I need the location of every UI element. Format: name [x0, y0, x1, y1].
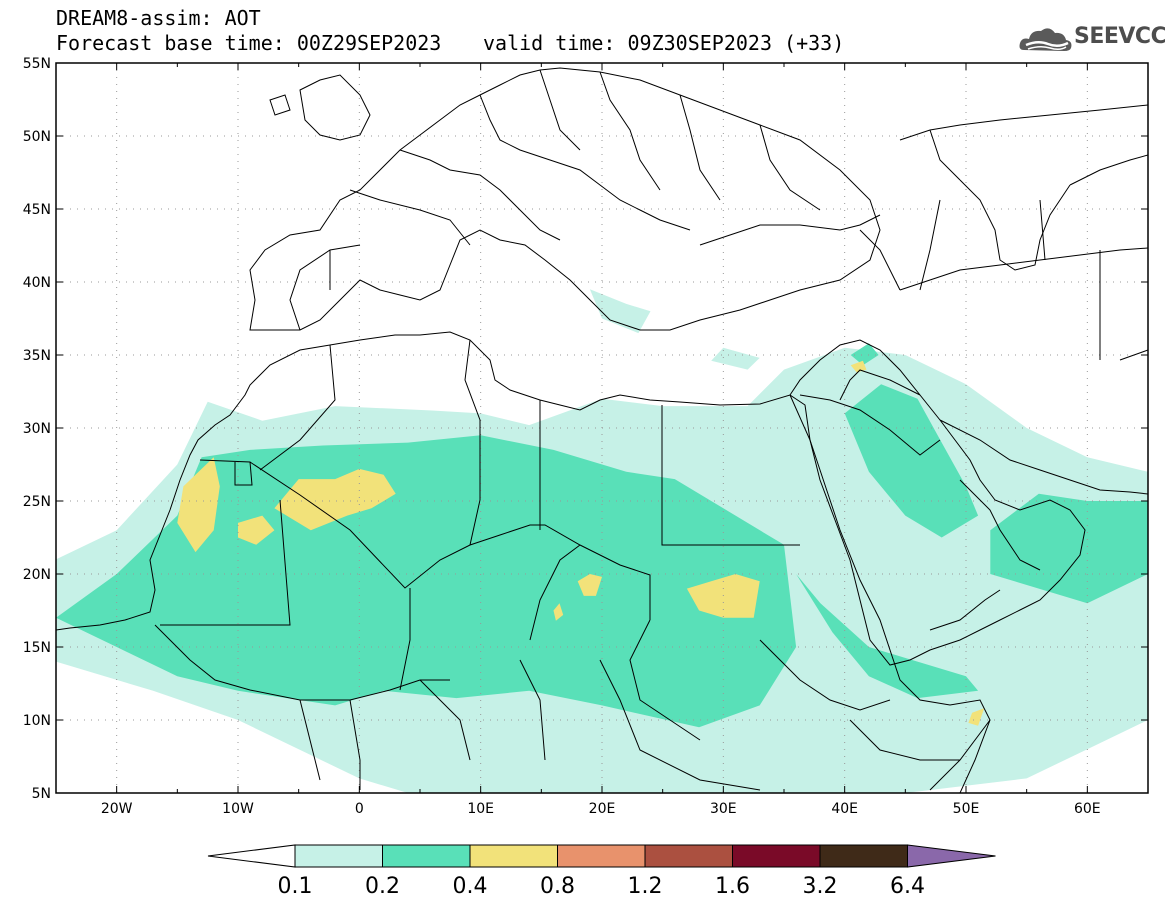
colorbar-label: 6.4: [890, 874, 925, 899]
border-asia-north: [899, 104, 1148, 186]
lat-tick-label: 25N: [23, 494, 51, 510]
aot-contour-0p1-1: [589, 289, 651, 334]
colorbar-label: 1.2: [628, 874, 663, 899]
aot-contour-0p2-0: [56, 435, 797, 728]
cloud-logo-icon: [1019, 28, 1072, 51]
lon-tick-label: 60E: [1074, 801, 1101, 817]
lat-tick-label: 5N: [32, 786, 51, 802]
coastline-arabia: [789, 339, 1086, 666]
lon-tick-label: 20W: [101, 801, 133, 817]
forecast-base-time: Forecast base time: 00Z29SEP2023: [56, 31, 442, 55]
border-east-africa: [629, 619, 991, 791]
colorbar-segment: [557, 844, 646, 868]
chart-title: DREAM8-assim: AOT: [56, 6, 261, 30]
coastline-europe: [249, 67, 881, 331]
aot-contour-0p4-6: [850, 360, 867, 373]
lat-tick-label: 55N: [23, 56, 51, 72]
colorbar-segment: [732, 844, 821, 868]
colorbar-segment: [294, 844, 383, 868]
lon-tick-label: 0: [355, 801, 364, 817]
aot-contour-0p1-2: [711, 347, 760, 370]
lat-tick-label: 15N: [23, 640, 51, 656]
lon-tick-label: 30E: [710, 801, 737, 817]
colorbar-arrow-high: [907, 844, 996, 868]
aot-contour-0p2-4: [850, 343, 879, 366]
lon-tick-label: 10W: [222, 801, 254, 817]
border-europe: [289, 69, 941, 331]
aot-contour-0p2-3: [796, 574, 979, 699]
colorbar-segment: [819, 844, 908, 868]
valid-time: valid time: 09Z30SEP2023 (+33): [483, 31, 845, 55]
lon-tick-label: 20E: [589, 801, 616, 817]
aot-contour-0p4-0: [177, 457, 220, 553]
axis-ticks: 20W 10W 0 10E 20E 30E 40E 50E 60E 55N 50N 45N 40N 35N…: [23, 56, 1149, 817]
colorbar-label: 0.4: [453, 874, 488, 899]
coastline-black-sea: [699, 214, 881, 246]
coastline-uk: [269, 74, 371, 141]
lat-tick-label: 40N: [23, 275, 51, 291]
coastline-iran: [899, 247, 1148, 495]
colorbar-arrow-low: [207, 844, 296, 868]
lat-tick-label: 35N: [23, 348, 51, 364]
colorbar-segment: [469, 844, 558, 868]
colorbar-label: 3.2: [803, 874, 838, 899]
lon-tick-label: 10E: [467, 801, 494, 817]
colorbar-label: 0.1: [278, 874, 313, 899]
colorbar-label: 1.6: [715, 874, 750, 899]
border-west-africa: [154, 624, 761, 791]
colorbar-segment: [644, 844, 733, 868]
lat-tick-label: 10N: [23, 713, 51, 729]
aot-contour-0p4-1: [274, 468, 396, 531]
logo-text: SEEVCCC: [1074, 24, 1165, 49]
lon-tick-label: 40E: [831, 801, 858, 817]
seevccc-logo: [1018, 20, 1158, 60]
lon-tick-label: 50E: [953, 801, 980, 817]
border-middle-east: [799, 199, 1148, 631]
lat-tick-label: 45N: [23, 202, 51, 218]
country-borders: [56, 67, 1148, 793]
border-sahara: [160, 339, 800, 691]
colorbar: 0.1 0.2 0.4 0.8 1.2 1.6 3.2 6.4: [207, 844, 996, 899]
aot-contour-0p4-7: [968, 708, 985, 726]
colorbar-label: 0.2: [365, 874, 400, 899]
lat-tick-label: 30N: [23, 421, 51, 437]
lat-tick-label: 50N: [23, 129, 51, 145]
aot-contour-0p2-2: [990, 493, 1148, 604]
colorbar-segment: [382, 844, 471, 868]
coastline-africa: [56, 331, 991, 793]
aot-contour-0p4-2: [238, 515, 275, 545]
colorbar-label: 0.8: [540, 874, 575, 899]
lat-tick-label: 20N: [23, 567, 51, 583]
aot-field-layer: [56, 289, 1148, 793]
coastline-caspian: [959, 179, 1071, 271]
aot-contour-0p4-5: [553, 603, 564, 621]
aot-contour-0p4-4: [577, 574, 602, 596]
